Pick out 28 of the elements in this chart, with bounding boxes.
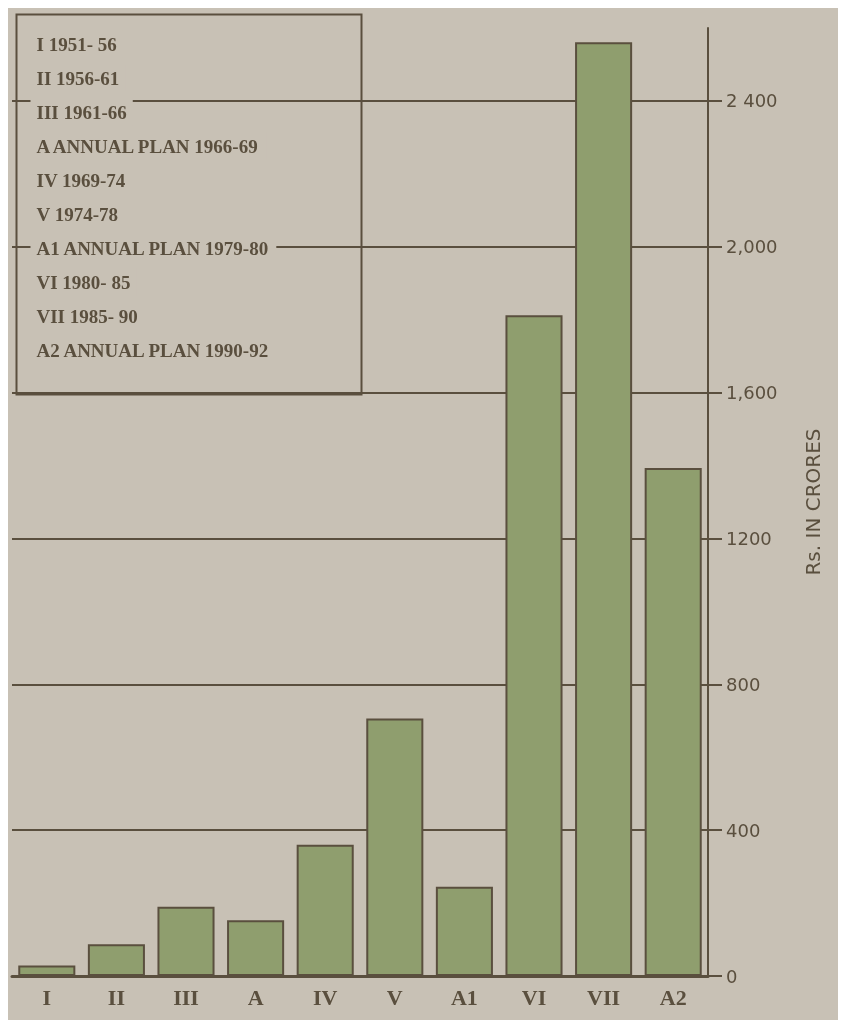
x-tick-label: A — [247, 984, 264, 1010]
y-tick-label: 1,600 — [726, 382, 778, 404]
x-tick-label: II — [107, 984, 125, 1010]
annotation: I 1951- 56 — [36, 33, 117, 55]
annotation: III 1961-66 — [36, 101, 127, 123]
annotation: A2 ANNUAL PLAN 1990-92 — [36, 339, 269, 361]
annotation: A ANNUAL PLAN 1966-69 — [36, 135, 258, 157]
annotation: V 1974-78 — [36, 203, 118, 225]
y-tick-label: 400 — [726, 819, 761, 841]
x-tick-label: VII — [587, 984, 621, 1010]
x-tick-label: VI — [521, 984, 547, 1010]
y-tick-label: 800 — [726, 673, 761, 695]
x-tick-label: I — [42, 984, 52, 1010]
x-tick-label: IV — [312, 984, 338, 1010]
annotation: A1 ANNUAL PLAN 1979-80 — [36, 237, 269, 259]
y-tick-label: 1200 — [726, 527, 772, 549]
y-axis-title: Rs. IN CRORES — [801, 428, 825, 576]
x-tick-label: A1 — [450, 984, 478, 1010]
x-tick-label: III — [173, 984, 199, 1010]
x-tick-label: V — [386, 984, 403, 1010]
annotation: VI 1980- 85 — [36, 271, 131, 293]
y-tick-label: 2,000 — [726, 236, 778, 258]
annotation: IV 1969-74 — [36, 169, 126, 191]
y-tick-label: 2 400 — [726, 90, 778, 112]
x-tick-label: A2 — [659, 984, 687, 1010]
annotation: VII 1985- 90 — [36, 305, 138, 327]
y-tick-label: 0 — [726, 965, 738, 987]
annotation: II 1956-61 — [36, 67, 120, 89]
